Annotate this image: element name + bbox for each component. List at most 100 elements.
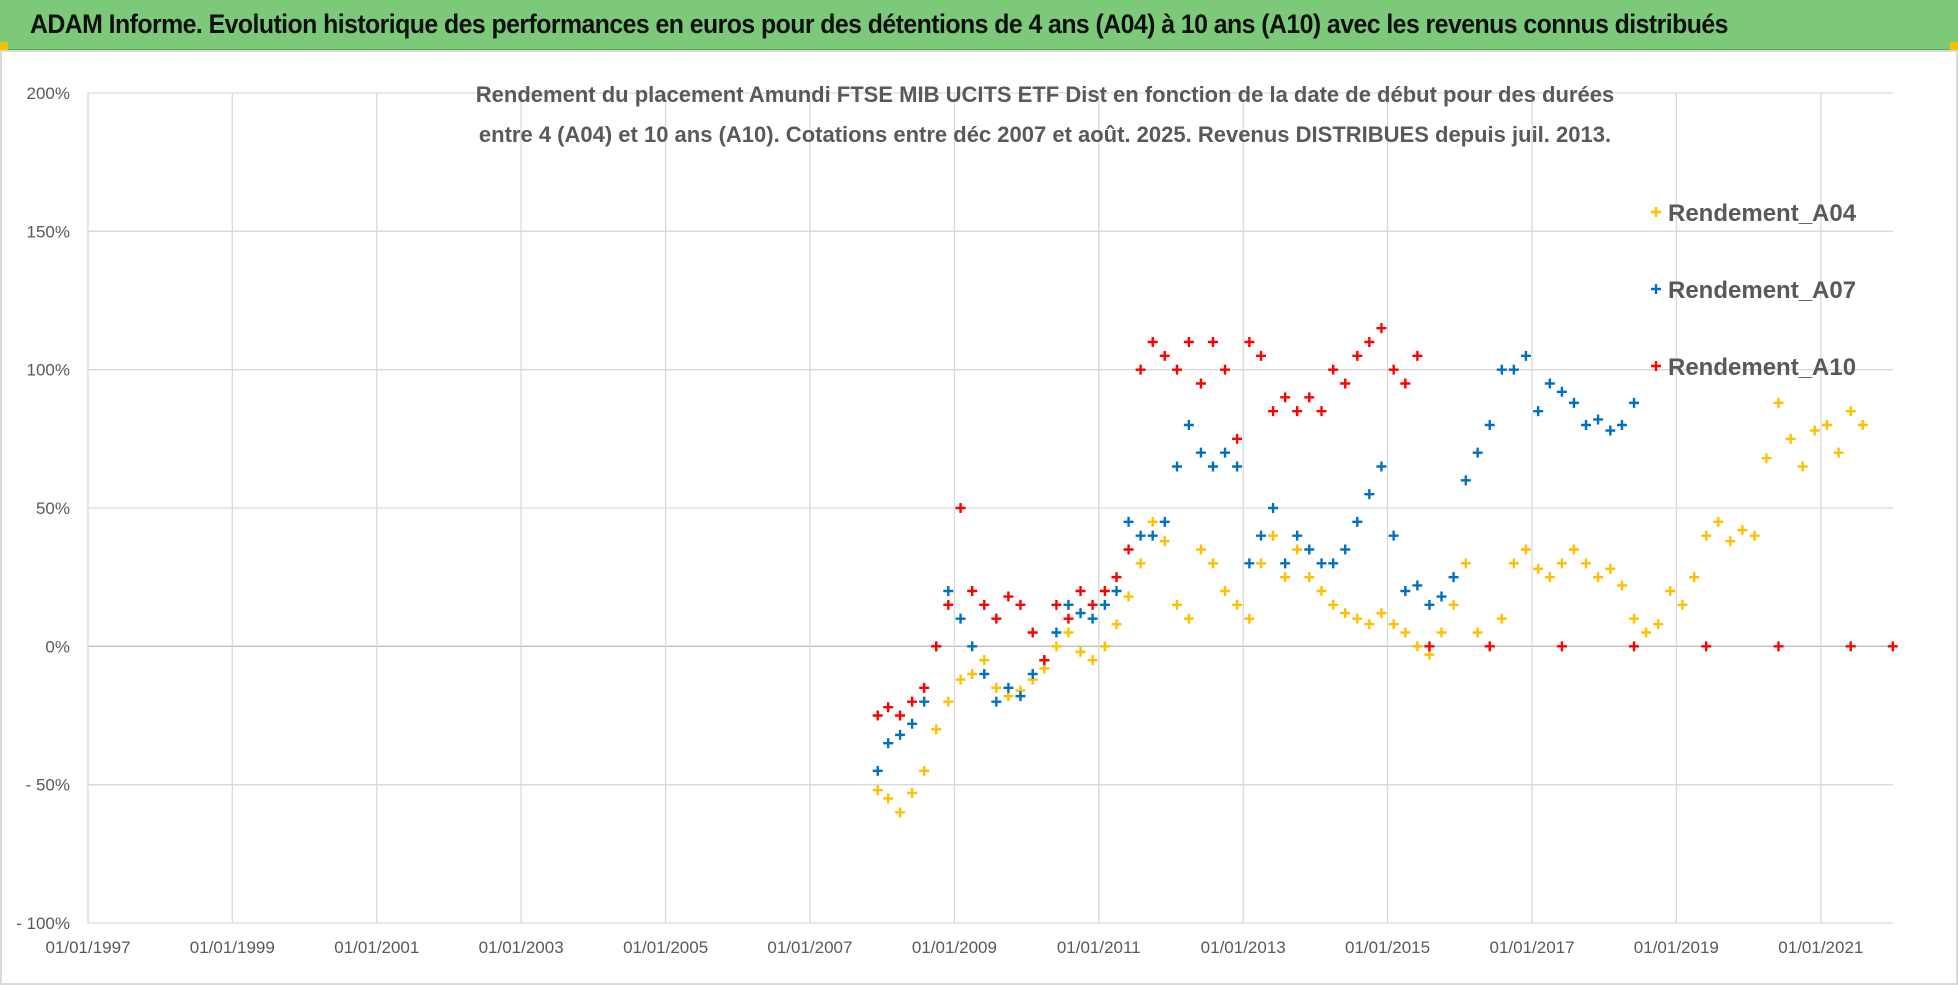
- data-point: [1183, 420, 1194, 430]
- data-point: [1436, 591, 1447, 602]
- x-tick-label: 01/01/2021: [1778, 938, 1863, 957]
- grid: [87, 92, 1893, 924]
- data-point: [1785, 433, 1796, 444]
- x-tick-label: 01/01/1999: [190, 938, 275, 957]
- data-point: [1472, 447, 1483, 458]
- data-point: [1135, 558, 1146, 569]
- data-point: [1556, 386, 1567, 397]
- data-point: [1484, 641, 1495, 652]
- x-axis: 01/01/1997 01/01/1999 01/01/2001 01/01/2003…: [45, 938, 1863, 957]
- data-point: [907, 718, 918, 729]
- data-point: [1111, 572, 1122, 583]
- data-point: [1653, 619, 1664, 630]
- data-point: [1280, 392, 1291, 403]
- data-point: [1027, 669, 1038, 679]
- data-point: [955, 503, 966, 513]
- data-point: [1400, 378, 1411, 389]
- data-point: [1111, 586, 1122, 596]
- data-point: [919, 765, 930, 776]
- data-point: [1352, 613, 1363, 624]
- header-title: ADAM Informe. Evolution historique des p…: [30, 9, 1728, 39]
- x-tick-label: 01/01/2011: [1057, 938, 1141, 957]
- legend-marker: [1651, 207, 1661, 217]
- plot-area: [872, 323, 1898, 818]
- data-point: [991, 682, 1002, 693]
- data-point: [1123, 544, 1134, 555]
- data-point: [1376, 461, 1387, 472]
- data-point: [1015, 599, 1026, 610]
- y-tick-label: 100%: [27, 361, 70, 380]
- data-point: [1376, 323, 1387, 334]
- data-point: [1556, 641, 1567, 652]
- data-point: [1292, 544, 1303, 555]
- header-banner: ADAM Informe. Evolution historique des p…: [0, 0, 1958, 50]
- data-point: [1593, 572, 1604, 583]
- x-tick-label: 01/01/2007: [767, 938, 852, 957]
- data-point: [1845, 406, 1856, 417]
- series-rendement-a07: [872, 350, 1640, 776]
- data-point: [1207, 461, 1218, 472]
- data-point: [1135, 530, 1146, 541]
- data-point: [872, 765, 883, 776]
- x-tick-label: 01/01/2001: [334, 938, 419, 957]
- chart-title-line-2: entre 4 (A04) et 10 ans (A10). Cotations…: [479, 122, 1611, 147]
- data-point: [1364, 337, 1375, 347]
- x-tick-label: 01/01/2015: [1345, 938, 1430, 957]
- corner-mark-left: [0, 42, 8, 50]
- data-point: [1304, 544, 1315, 555]
- data-point: [943, 599, 954, 610]
- data-point: [1220, 586, 1231, 596]
- data-point: [907, 787, 918, 798]
- data-point: [1195, 378, 1206, 389]
- data-point: [1568, 544, 1579, 555]
- data-point: [1424, 599, 1435, 610]
- data-point: [1388, 364, 1399, 375]
- legend-item: Rendement_A07: [1651, 277, 1856, 304]
- data-point: [907, 696, 918, 707]
- data-point: [1845, 641, 1856, 652]
- data-point: [1099, 586, 1110, 596]
- data-point: [1220, 447, 1231, 458]
- data-point: [1725, 536, 1736, 547]
- data-point: [1063, 627, 1074, 638]
- data-point: [1713, 516, 1724, 527]
- y-tick-label: 200%: [27, 84, 70, 103]
- data-point: [1232, 599, 1243, 610]
- data-point: [1075, 646, 1086, 657]
- data-point: [1304, 392, 1315, 403]
- legend-label: Rendement_A07: [1668, 277, 1856, 304]
- data-point: [1328, 599, 1339, 610]
- data-point: [1400, 627, 1411, 638]
- data-point: [1821, 420, 1832, 430]
- data-point: [1568, 397, 1579, 408]
- data-point: [883, 793, 894, 804]
- data-point: [991, 613, 1002, 624]
- data-point: [1460, 558, 1471, 569]
- data-point: [1135, 364, 1146, 375]
- data-point: [1544, 378, 1555, 389]
- data-point: [955, 613, 966, 624]
- data-point: [1123, 516, 1134, 527]
- data-point: [1424, 641, 1435, 652]
- data-point: [1207, 337, 1218, 347]
- data-point: [1340, 378, 1351, 389]
- data-point: [1256, 350, 1267, 361]
- legend-marker: [1651, 361, 1661, 371]
- data-point: [1063, 613, 1074, 624]
- data-point: [1256, 558, 1267, 569]
- data-point: [1340, 544, 1351, 555]
- data-point: [1159, 350, 1170, 361]
- data-point: [1436, 627, 1447, 638]
- data-point: [1388, 530, 1399, 541]
- data-point: [1701, 530, 1712, 541]
- data-point: [1605, 425, 1616, 436]
- data-point: [895, 710, 906, 721]
- data-point: [1220, 364, 1231, 375]
- data-point: [1183, 613, 1194, 624]
- legend-marker: [1651, 284, 1661, 294]
- data-point: [1244, 337, 1255, 347]
- data-point: [1833, 447, 1844, 458]
- data-point: [1159, 516, 1170, 527]
- data-point: [1809, 425, 1820, 436]
- data-point: [1605, 563, 1616, 574]
